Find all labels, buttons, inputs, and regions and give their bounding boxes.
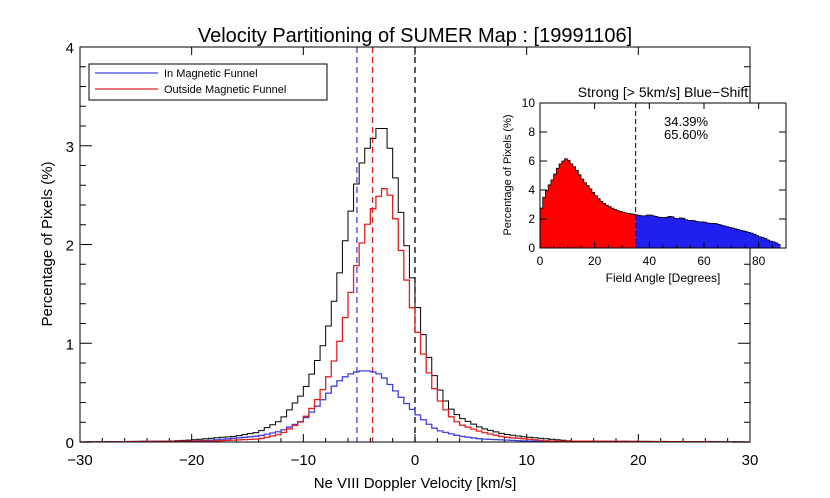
legend-label-in-funnel: In Magnetic Funnel: [164, 68, 258, 80]
inset-title: Strong [> 5km/s] Blue−Shift: [578, 84, 749, 100]
main-x-tick-label: 0: [411, 452, 419, 469]
inset-x-tick-label: 0: [537, 254, 544, 268]
main-y-tick-label: 1: [66, 336, 74, 353]
inset-x-tick-label: 20: [588, 254, 602, 268]
inset-plot-frame: [539, 102, 787, 249]
main-y-axis-label: Percentage of Pixels (%): [39, 161, 56, 326]
main-y-tick-label: 0: [66, 435, 74, 452]
inset-x-tick-label: 40: [643, 254, 657, 268]
main-y-tick-label: 3: [66, 139, 74, 156]
main-x-tick-label: −20: [179, 452, 204, 469]
main-x-axis-label: Ne VIII Doppler Velocity [km/s]: [314, 475, 517, 492]
inset-area-red: [540, 158, 636, 248]
inset-y-tick-label: 4: [528, 183, 535, 197]
legend: In Magnetic Funnel Outside Magnetic Funn…: [88, 63, 328, 101]
inset-chart: 0 20 40 60 80 0 2 4 6 8 10: [522, 96, 786, 268]
main-x-tick-label: 30: [742, 452, 759, 469]
inset-y-axis-label: Percentage of Pixels (%): [502, 114, 514, 235]
inset-y-tick-label: 6: [528, 154, 535, 168]
main-chart-title: Velocity Partitioning of SUMER Map : [19…: [198, 25, 632, 47]
inset-y-tick-label: 0: [528, 241, 535, 255]
legend-label-outside-funnel: Outside Magnetic Funnel: [164, 84, 286, 96]
legend-box: [88, 63, 328, 101]
main-series-outside-funnel: [80, 188, 750, 443]
inset-y-tick-label: 10: [522, 96, 536, 110]
inset-x-tick-label: 80: [752, 254, 766, 268]
inset-y-tick-label: 2: [528, 212, 535, 226]
inset-y-tick-label: 8: [528, 125, 535, 139]
inset-area-blue: [635, 214, 781, 248]
main-x-tick-label: 10: [518, 452, 535, 469]
main-x-tick-label: −30: [67, 452, 92, 469]
inset-x-tick-label: 60: [697, 254, 711, 268]
inset-outline: [540, 158, 781, 245]
inset-annotation-red-percent: 65.60%: [664, 127, 709, 142]
main-x-tick-label: −10: [291, 452, 316, 469]
main-x-tick-label: 20: [630, 452, 647, 469]
main-y-tick-label: 4: [66, 40, 74, 57]
inset-x-axis-label: Field Angle [Degrees]: [606, 271, 721, 285]
main-y-tick-label: 2: [66, 238, 74, 255]
inset-annotation-blue-percent: 34.39%: [664, 114, 709, 129]
